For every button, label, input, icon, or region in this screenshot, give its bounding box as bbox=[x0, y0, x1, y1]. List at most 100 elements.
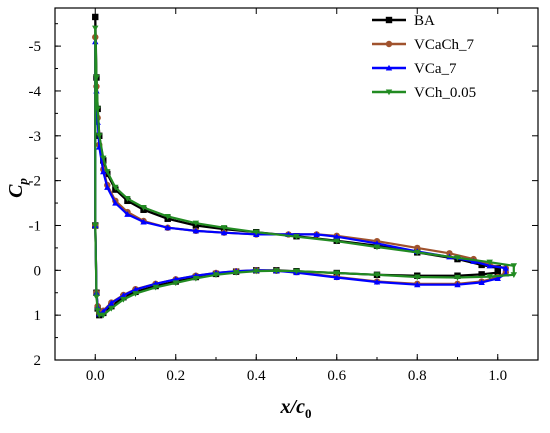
data-point bbox=[100, 312, 107, 319]
legend-label: VCh_0.05 bbox=[414, 85, 476, 101]
data-point bbox=[108, 299, 115, 306]
data-point bbox=[253, 268, 260, 275]
data-point bbox=[446, 250, 453, 257]
data-point bbox=[502, 264, 509, 271]
series-line bbox=[94, 40, 507, 315]
data-point bbox=[333, 274, 340, 281]
data-point bbox=[94, 308, 101, 314]
data-point bbox=[313, 231, 320, 238]
series-vch-0-05 bbox=[92, 25, 518, 319]
data-point bbox=[172, 280, 179, 287]
y-tick-label: 1 bbox=[34, 308, 42, 324]
legend-marker bbox=[385, 64, 393, 71]
data-point bbox=[273, 268, 280, 274]
y-tick-label: 0 bbox=[34, 263, 42, 279]
data-point bbox=[293, 234, 300, 240]
data-point bbox=[100, 155, 107, 162]
y-tick-label: 2 bbox=[34, 353, 42, 369]
data-point bbox=[414, 281, 421, 288]
data-point bbox=[132, 286, 139, 293]
y-tick-label: -5 bbox=[29, 39, 42, 55]
data-point bbox=[454, 255, 461, 261]
legend-marker bbox=[385, 16, 393, 24]
data-point bbox=[414, 274, 421, 281]
series-layer bbox=[92, 13, 518, 319]
data-point bbox=[454, 281, 461, 288]
y-axis: -5 -4 -3 -2 -1 0 1 2 bbox=[29, 23, 538, 369]
data-point bbox=[510, 263, 518, 270]
data-point bbox=[140, 204, 147, 211]
data-point bbox=[232, 270, 240, 276]
data-point bbox=[104, 184, 111, 190]
data-point bbox=[478, 261, 485, 269]
data-point bbox=[454, 274, 461, 281]
data-point bbox=[333, 233, 340, 240]
data-point bbox=[414, 249, 421, 256]
legend-label: VCaCh_7 bbox=[414, 37, 475, 53]
data-point bbox=[333, 238, 340, 245]
x-tick-label: 0.4 bbox=[247, 368, 266, 384]
data-point bbox=[494, 264, 501, 272]
data-point bbox=[192, 220, 200, 227]
data-point bbox=[486, 262, 493, 269]
data-point bbox=[414, 244, 421, 252]
y-tick-label: -3 bbox=[29, 129, 42, 145]
y-axis-title: Cp bbox=[5, 178, 30, 198]
data-point bbox=[373, 244, 381, 251]
data-point bbox=[220, 225, 228, 231]
data-point bbox=[112, 199, 119, 206]
data-point bbox=[93, 74, 100, 81]
y-tick-label: -4 bbox=[29, 84, 42, 100]
data-point bbox=[92, 222, 99, 229]
data-point bbox=[93, 294, 100, 301]
data-point bbox=[104, 169, 111, 175]
data-point bbox=[120, 296, 127, 303]
x-tick-label: 0.8 bbox=[408, 368, 427, 384]
data-point bbox=[486, 274, 493, 280]
data-point bbox=[92, 13, 99, 21]
data-point bbox=[212, 272, 220, 279]
legend-label: BA bbox=[414, 13, 435, 29]
data-point bbox=[120, 292, 127, 298]
data-point bbox=[108, 305, 115, 312]
legend: BA VCaCh_7 VCa_7 VCh_0.05 bbox=[372, 13, 476, 101]
data-point bbox=[152, 284, 159, 291]
data-point bbox=[293, 268, 300, 275]
x-tick-label: 0.2 bbox=[166, 368, 185, 384]
data-point bbox=[192, 227, 200, 234]
y-tick-label: -1 bbox=[29, 218, 42, 234]
data-point bbox=[112, 184, 119, 191]
legend-marker bbox=[385, 40, 393, 48]
data-point bbox=[132, 291, 139, 297]
data-point bbox=[96, 133, 103, 139]
x-axis-title-subscript: 0 bbox=[305, 406, 312, 421]
data-point bbox=[100, 168, 107, 175]
y-tick-label: -2 bbox=[29, 174, 42, 190]
data-point bbox=[373, 272, 381, 279]
x-tick-label: 1.0 bbox=[488, 368, 507, 384]
legend-label: VCa_7 bbox=[414, 61, 457, 77]
data-point bbox=[92, 25, 99, 32]
data-point bbox=[192, 275, 200, 282]
x-tick-label: 0.0 bbox=[86, 368, 105, 384]
data-point bbox=[124, 211, 131, 217]
plot-frame bbox=[54, 7, 539, 361]
data-point bbox=[253, 229, 260, 236]
data-point bbox=[164, 224, 171, 231]
y-axis-title-subscript: p bbox=[15, 178, 30, 186]
data-point bbox=[486, 259, 493, 266]
data-point bbox=[478, 279, 485, 285]
x-tick-label: 0.6 bbox=[327, 368, 346, 384]
data-point bbox=[124, 196, 131, 202]
data-point bbox=[140, 218, 147, 225]
data-point bbox=[96, 312, 103, 319]
data-point bbox=[510, 272, 518, 279]
x-axis-title: x/c0 bbox=[280, 396, 312, 421]
data-point bbox=[494, 269, 501, 276]
plot-area bbox=[54, 7, 539, 361]
x-axis: 0.0 0.2 0.4 0.6 0.8 1.0 bbox=[54, 8, 539, 384]
legend-marker bbox=[385, 89, 393, 96]
data-point bbox=[373, 278, 381, 285]
data-point bbox=[164, 213, 171, 220]
